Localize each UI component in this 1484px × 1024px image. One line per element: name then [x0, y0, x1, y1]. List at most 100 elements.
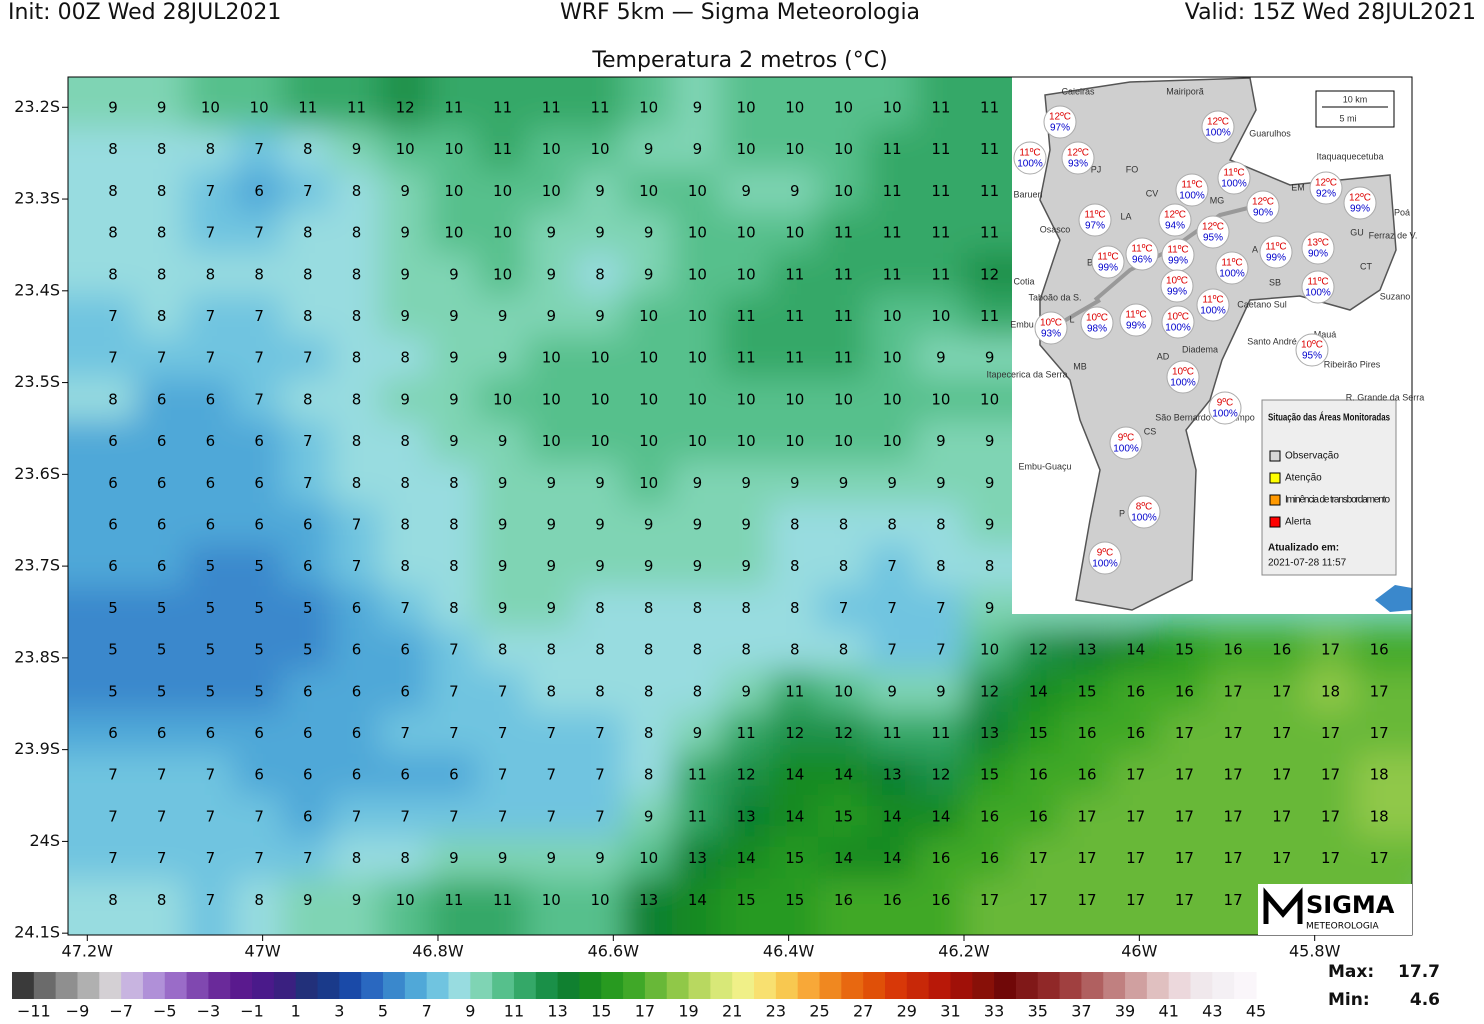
temperature-cell	[477, 586, 528, 631]
temperature-cell	[185, 711, 236, 756]
logo-sub: METEOROLOGIA	[1306, 922, 1379, 932]
temperature-cell	[525, 378, 577, 422]
station-humidity: 95%	[1302, 351, 1322, 362]
temperature-cell	[331, 669, 382, 714]
temperature-cell	[331, 252, 382, 297]
grid-value: 8	[400, 349, 410, 367]
temperature-cell	[623, 795, 675, 839]
temperature-cell	[720, 336, 772, 381]
grid-value: 8	[157, 182, 167, 200]
grid-value: 10	[834, 390, 853, 408]
grid-value: 8	[790, 557, 800, 575]
temperature-cell	[185, 127, 236, 172]
x-tick-label: 47W	[245, 942, 281, 961]
grid-value: 10	[639, 849, 658, 867]
legend-label: Atenção	[1285, 473, 1322, 484]
temperature-cell	[525, 711, 577, 756]
temperature-cell	[915, 711, 967, 756]
grid-value: 8	[400, 432, 410, 450]
colorbar-label: 5	[378, 1002, 388, 1021]
grid-value: 8	[254, 891, 264, 909]
temperature-cell	[623, 378, 675, 422]
grid-value: 7	[108, 807, 118, 825]
colorbar-swatch	[623, 972, 646, 999]
grid-value: 7	[595, 766, 605, 784]
grid-value: 10	[737, 224, 756, 242]
grid-value: 5	[108, 641, 118, 659]
temperature-cell	[185, 628, 236, 672]
grid-value: 10	[785, 432, 804, 450]
temperature-cell	[477, 336, 528, 381]
grid-value: 9	[595, 516, 605, 534]
temperature-cell	[574, 252, 626, 297]
temperature-cell	[185, 169, 236, 214]
temperature-cell	[769, 544, 821, 589]
place-label: MB	[1073, 361, 1087, 371]
grid-value: 7	[254, 849, 264, 867]
temperature-cell	[331, 294, 382, 339]
grid-value: 7	[108, 766, 118, 784]
colorbar-swatch	[710, 972, 733, 999]
temperature-cell	[1353, 628, 1412, 672]
temperature-cell	[574, 836, 626, 881]
grid-value: 10	[883, 390, 902, 408]
grid-value: 7	[254, 807, 264, 825]
temperature-cell	[525, 294, 577, 339]
grid-value: 9	[498, 307, 508, 325]
temperature-cell	[866, 878, 918, 935]
grid-value: 10	[639, 432, 658, 450]
temperature-cell	[720, 378, 772, 422]
temperature-cell	[672, 211, 723, 255]
grid-value: 9	[644, 557, 654, 575]
grid-value: 7	[206, 307, 216, 325]
temperature-cell	[136, 378, 188, 422]
temperature-cell	[720, 127, 772, 172]
grid-value: 6	[157, 557, 167, 575]
x-tick-label: 46.8W	[412, 942, 464, 961]
temperature-cell	[282, 252, 334, 297]
colorbar-swatch	[12, 972, 35, 999]
temperature-cell	[1207, 628, 1259, 672]
grid-value: 7	[449, 682, 459, 700]
temperature-cell	[379, 169, 431, 214]
temperature-cell	[525, 628, 577, 672]
grid-value: 11	[883, 140, 902, 158]
temperature-cell	[136, 127, 188, 172]
grid-value: 8	[693, 682, 703, 700]
temperature-cell	[720, 77, 772, 130]
station-marker	[1196, 215, 1230, 249]
station-humidity: 92%	[1316, 189, 1336, 200]
station-temp: 12ºC	[1202, 222, 1224, 233]
temperature-cell	[233, 711, 285, 756]
colorbar-swatch	[33, 972, 57, 999]
temperature-cell	[525, 586, 577, 631]
x-tick-label: 46.6W	[588, 942, 640, 961]
temperature-cell	[1110, 878, 1162, 935]
grid-value: 6	[303, 557, 313, 575]
temperature-cell	[1256, 711, 1308, 756]
grid-value: 10	[931, 390, 950, 408]
temperature-cell	[720, 419, 772, 464]
place-label: Caieiras	[1061, 86, 1095, 96]
station-marker	[1125, 237, 1159, 271]
grid-value: 9	[741, 557, 751, 575]
grid-value: 8	[449, 557, 459, 575]
temperature-cell	[428, 378, 480, 422]
grid-value: 8	[595, 599, 605, 617]
grid-value: 11	[931, 224, 950, 242]
grid-value: 5	[206, 599, 216, 617]
temperature-cell	[68, 544, 139, 589]
temperature-cell	[379, 461, 431, 506]
temperature-cell	[818, 127, 869, 172]
grid-value: 9	[595, 557, 605, 575]
temperature-cell	[185, 878, 236, 935]
grid-value: 6	[108, 516, 118, 534]
temperature-cell	[1110, 711, 1162, 756]
place-label: PJ	[1091, 164, 1102, 174]
temperature-cell	[964, 711, 1015, 756]
temperature-cell	[68, 795, 139, 839]
colorbar-swatch	[994, 972, 1017, 999]
station-temp: 11ºC	[1167, 245, 1188, 256]
temperature-cell	[428, 169, 480, 214]
temperature-cell	[720, 878, 772, 935]
